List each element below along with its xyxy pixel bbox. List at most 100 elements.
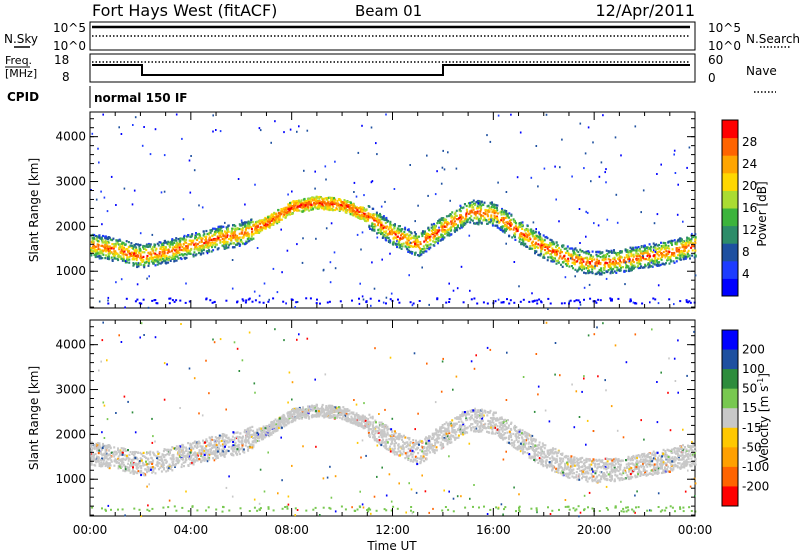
echo-point (202, 244, 205, 247)
echo-point (534, 237, 537, 240)
echo-point (369, 213, 372, 216)
echo-point (168, 255, 171, 258)
echo-point (139, 243, 142, 246)
echo-point (210, 250, 213, 253)
echo-point (381, 236, 384, 239)
echo-point (661, 245, 664, 249)
echo-point (381, 218, 384, 221)
echo-point (421, 266, 423, 269)
echo-point (222, 238, 225, 241)
echo-point (507, 426, 510, 429)
echo-point (442, 223, 445, 226)
echo-point (440, 221, 443, 225)
echo-point (294, 306, 296, 309)
echo-point (220, 225, 223, 228)
echo-point (220, 235, 223, 238)
echo-point (226, 441, 229, 444)
echo-point (105, 250, 107, 253)
echo-point (677, 462, 680, 465)
echo-point (124, 243, 127, 246)
echo-point (297, 199, 300, 202)
echo-point (328, 206, 331, 209)
echo-point (437, 230, 440, 233)
echo-point (503, 229, 506, 232)
echo-point (458, 208, 461, 211)
echo-point (206, 250, 209, 253)
echo-point (558, 220, 560, 223)
echo-point (136, 298, 139, 301)
echo-point (448, 214, 451, 217)
echo-point (124, 306, 126, 309)
echo-point (506, 298, 508, 301)
echo-point (346, 205, 349, 208)
echo-point (230, 445, 233, 448)
echo-point (244, 221, 246, 224)
echo-point (559, 255, 562, 258)
echo-point (559, 248, 562, 251)
echo-point (508, 212, 511, 215)
echo-point (183, 247, 185, 250)
echo-point (487, 218, 490, 221)
echo-point (151, 461, 154, 464)
echo-point (99, 257, 102, 260)
echo-point (418, 457, 421, 460)
echo-point (552, 243, 555, 246)
echo-point (585, 267, 588, 270)
echo-point (252, 224, 255, 227)
noise-right-tick-top: 10^5 (708, 21, 741, 35)
echo-point (186, 247, 189, 250)
echo-point (102, 113, 104, 116)
echo-point (521, 227, 524, 230)
echo-point (273, 216, 276, 219)
echo-point (500, 219, 503, 222)
echo-point (154, 264, 157, 267)
echo-point (500, 301, 503, 304)
echo-point (474, 214, 477, 217)
echo-point (380, 424, 383, 427)
echo-point (206, 232, 209, 236)
echo-point (114, 250, 117, 253)
echo-point (633, 265, 636, 269)
echo-point (449, 199, 451, 202)
echo-point (178, 253, 181, 256)
echo-point (219, 232, 222, 235)
echo-point (448, 234, 451, 237)
echo-point (382, 215, 385, 218)
echo-point (232, 440, 235, 443)
echo-point (593, 464, 596, 467)
echo-point (125, 297, 128, 300)
echo-point (637, 260, 640, 263)
echo-point (219, 130, 222, 133)
echo-point (416, 240, 418, 243)
echo-point (114, 245, 117, 248)
echo-point (247, 235, 250, 238)
echo-point (348, 206, 351, 210)
echo-point (502, 301, 505, 303)
echo-point (371, 225, 374, 229)
echo-point (419, 254, 422, 257)
echo-point (230, 237, 233, 240)
echo-point (537, 231, 540, 234)
echo-point (453, 229, 456, 232)
echo-point (529, 447, 532, 450)
echo-point (512, 218, 515, 221)
echo-point (335, 207, 338, 210)
echo-point (649, 259, 652, 262)
echo-point (221, 244, 224, 247)
echo-point (628, 258, 631, 261)
echo-point (663, 246, 666, 249)
echo-point (152, 469, 155, 472)
echo-point (356, 211, 359, 215)
echo-point (643, 266, 646, 269)
echo-point (343, 207, 346, 210)
echo-point (245, 430, 248, 433)
echo-point (164, 261, 167, 264)
echo-point (510, 223, 513, 226)
echo-point (509, 431, 512, 434)
echo-point (647, 453, 649, 456)
echo-point (389, 223, 392, 226)
echo-point (424, 230, 426, 233)
echo-point (639, 263, 642, 266)
echo-point (532, 244, 534, 247)
echo-point (125, 253, 128, 256)
